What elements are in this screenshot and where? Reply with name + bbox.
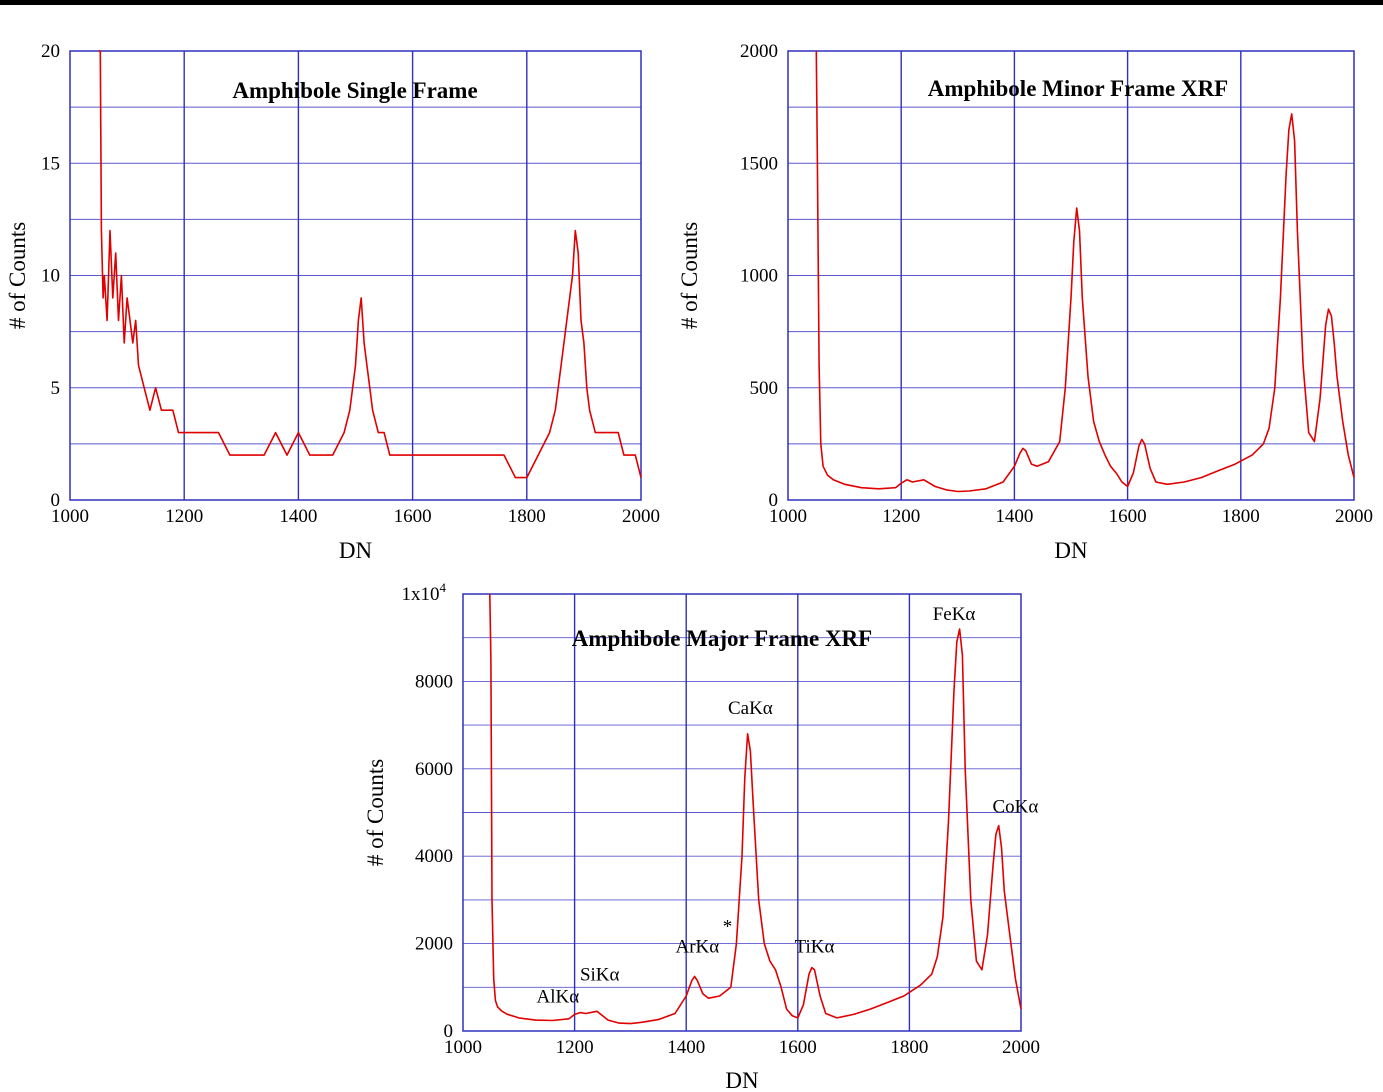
x-tick-label: 1600	[394, 506, 432, 527]
peak-label: CaKα	[728, 698, 773, 719]
peak-label: TiKα	[795, 936, 835, 957]
x-tick-label: 1200	[882, 506, 920, 527]
data-series-line	[98, 50, 642, 479]
peak-label: SiKα	[580, 965, 620, 986]
y-tick-label: 1x104	[402, 580, 447, 605]
x-tick-label: 1600	[779, 1037, 817, 1058]
peak-label: CoKα	[992, 797, 1038, 818]
y-tick-label: 4000	[415, 846, 453, 867]
chart-amphibole-minor-frame: 0 500 1000 1500 2000 1000 1200 1400 1600 1800 2000…	[677, 41, 1373, 563]
y-tick-label: 10	[41, 266, 60, 287]
plot-frame	[462, 593, 1022, 1032]
top-border	[0, 0, 1383, 5]
y-axis-label: # of Counts	[677, 222, 702, 329]
x-tick-label: 1400	[279, 506, 317, 527]
y-tick-label: 0	[51, 490, 61, 511]
y-axis-label: # of Counts	[5, 222, 30, 329]
x-tick-label: 1000	[769, 506, 807, 527]
chart-amphibole-major-frame: 0 2000 4000 6000 8000 1x104 1000 1200 1400 1600 18…	[363, 580, 1040, 1092]
x-tick-label: 1800	[890, 1037, 928, 1058]
y-tick-label: 5	[51, 378, 61, 399]
peak-label: *	[723, 917, 733, 938]
x-tick-label: 2000	[1335, 506, 1373, 527]
chart-amphibole-single-frame: 0 5 10 15 20 1000 1200 1400 1600 1800 2000 Amphibol…	[5, 41, 660, 563]
x-tick-label: 1000	[51, 506, 89, 527]
x-tick-label: 1800	[1222, 506, 1260, 527]
chart-title: Amphibole Single Frame	[232, 78, 477, 103]
y-tick-label: 1500	[740, 153, 778, 174]
x-tick-label: 1600	[1109, 506, 1147, 527]
y-tick-label: 2000	[740, 41, 778, 62]
y-tick-label: 6000	[415, 759, 453, 780]
y-tick-label: 8000	[415, 671, 453, 692]
y-axis-label: # of Counts	[363, 759, 388, 866]
peak-label: ArKα	[675, 936, 719, 957]
x-axis-label: DN	[339, 538, 373, 563]
x-tick-label: 1400	[995, 506, 1033, 527]
y-tick-label: 2000	[415, 934, 453, 955]
plot-frame	[69, 50, 642, 501]
y-tick-label: 0	[769, 490, 779, 511]
data-series-line	[815, 50, 1355, 493]
peak-label: AlKα	[537, 987, 580, 1008]
x-tick-label: 1400	[667, 1037, 705, 1058]
x-tick-label: 1200	[556, 1037, 594, 1058]
peak-label: FeKα	[933, 604, 976, 625]
data-series-line	[489, 593, 1022, 1025]
y-tick-label: 0	[444, 1021, 454, 1042]
x-tick-label: 2000	[1002, 1037, 1040, 1058]
x-axis-label: DN	[1054, 538, 1088, 563]
y-tick-label: 500	[750, 378, 779, 399]
y-tick-label: 20	[41, 41, 60, 62]
x-axis-label: DN	[725, 1068, 759, 1092]
x-tick-label: 1000	[444, 1037, 482, 1058]
x-tick-label: 2000	[622, 506, 660, 527]
x-tick-label: 1800	[508, 506, 546, 527]
plot-frame	[787, 50, 1355, 501]
y-tick-label: 1000	[740, 266, 778, 287]
chart-title: Amphibole Minor Frame XRF	[928, 76, 1228, 101]
x-tick-label: 1200	[165, 506, 203, 527]
y-tick-label: 15	[41, 153, 60, 174]
chart-title: Amphibole Major Frame XRF	[572, 626, 872, 651]
